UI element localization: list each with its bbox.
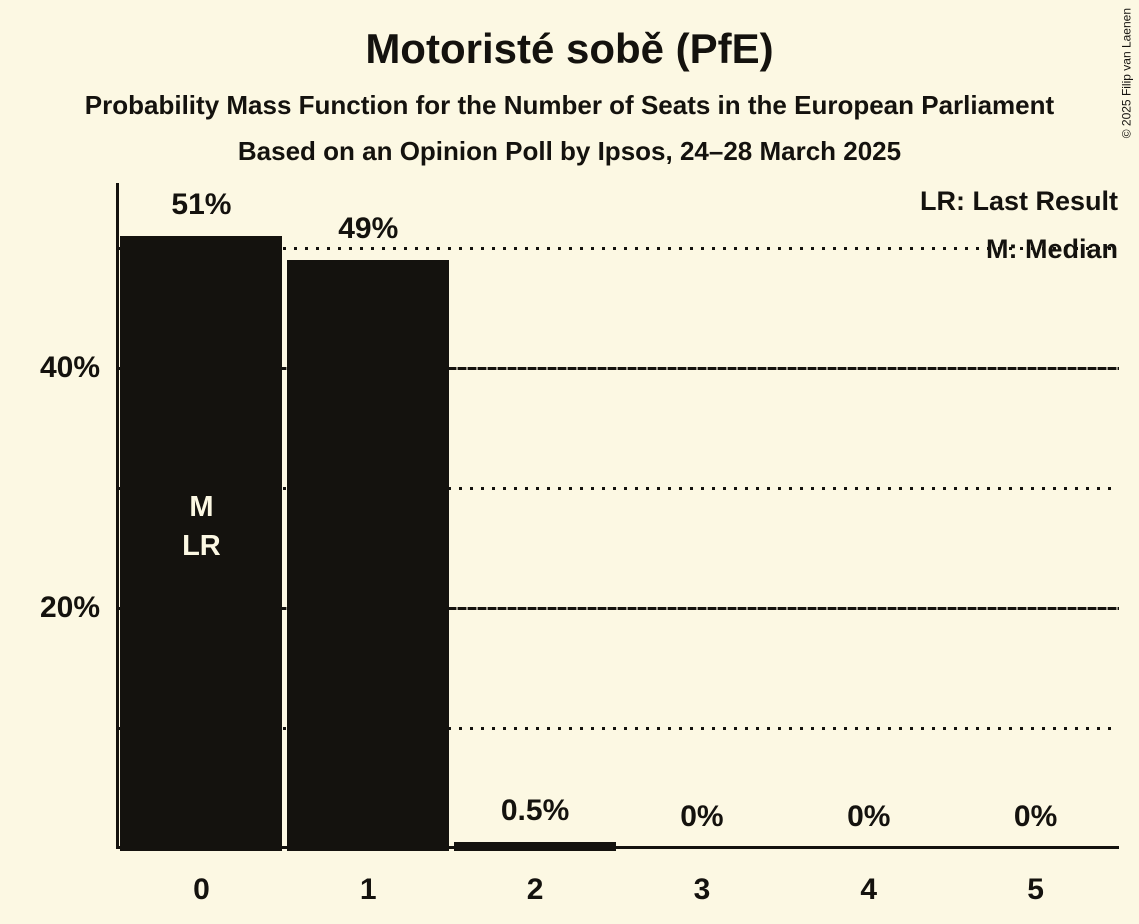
value-label-2: 0.5% — [500, 794, 570, 827]
x-axis-line — [116, 846, 1119, 849]
gridline-10 — [118, 727, 1119, 730]
chart-subtitle: Probability Mass Function for the Number… — [84, 90, 1055, 120]
legend-median: M: Median — [986, 234, 1118, 264]
gridline-30 — [118, 487, 1119, 490]
gridline-20 — [118, 607, 1119, 610]
x-tick-label-0: 0 — [193, 873, 210, 906]
x-tick-label-2: 2 — [526, 873, 544, 906]
x-tick-label-5: 5 — [1027, 873, 1044, 906]
y-tick-label-40: 40% — [39, 351, 100, 384]
value-label-5: 0% — [1013, 800, 1058, 833]
median-last-result-annotation: M LR — [118, 488, 285, 566]
bar-seats-1 — [286, 260, 450, 851]
value-label-0: 51% — [171, 188, 232, 221]
value-label-3: 0% — [680, 800, 724, 833]
x-tick-label-4: 4 — [860, 873, 878, 906]
value-label-1: 49% — [338, 212, 399, 245]
y-axis-line — [116, 183, 119, 849]
chart-source-line: Based on an Opinion Poll by Ipsos, 24–28… — [237, 136, 902, 166]
bar-seats-0 — [120, 236, 283, 851]
chart-title: Motoristé sobě (PfE) — [365, 25, 774, 72]
y-tick-label-20: 20% — [39, 591, 100, 624]
x-tick-label-3: 3 — [693, 873, 711, 906]
gridline-40 — [118, 367, 1119, 370]
value-label-4: 0% — [847, 800, 891, 833]
last-result-marker: LR — [182, 530, 221, 562]
gridline-50 — [118, 247, 1119, 250]
legend-last-result: LR: Last Result — [919, 186, 1118, 216]
x-tick-label-1: 1 — [359, 873, 377, 906]
copyright-notice: © 2025 Filip van Laenen — [1119, 8, 1133, 139]
median-marker: M — [189, 491, 214, 523]
